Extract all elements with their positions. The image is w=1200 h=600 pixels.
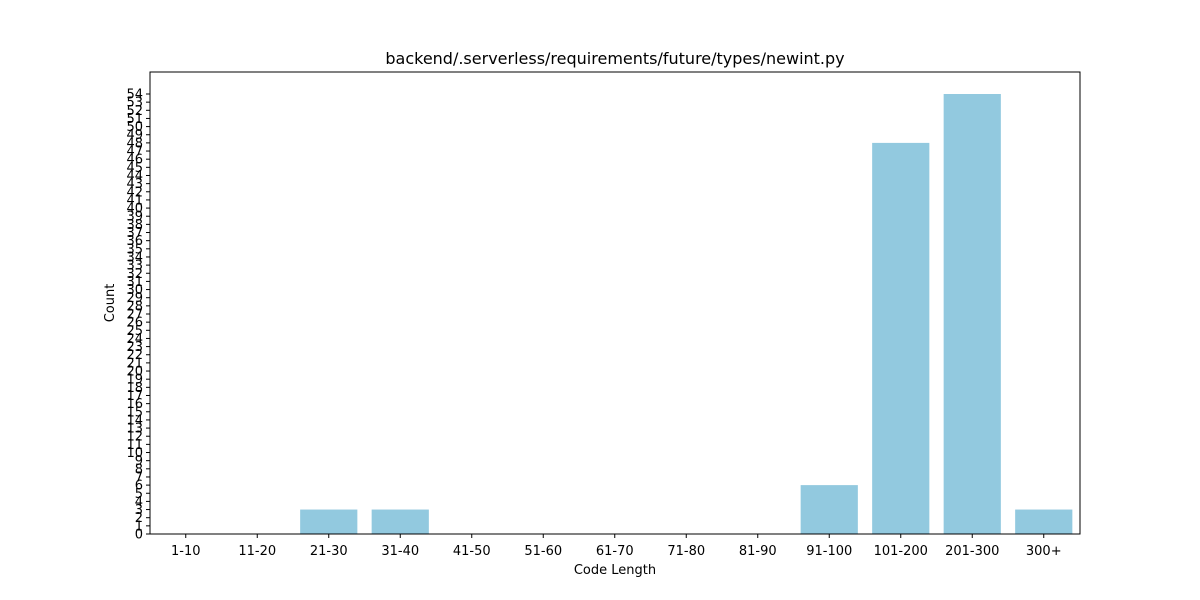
y-tick-label: 23: [126, 340, 143, 355]
bar-201-300: [943, 94, 1001, 534]
y-tick-label: 4: [135, 495, 143, 510]
y-tick-label: 7: [135, 470, 143, 485]
y-tick-label: 48: [126, 136, 143, 151]
y-tick-label: 33: [126, 259, 143, 274]
x-tick-label: 21-30: [310, 544, 348, 559]
bar-101-200: [872, 142, 930, 534]
x-tick-label: 31-40: [381, 544, 419, 559]
y-tick-label: 43: [126, 177, 143, 192]
y-tick-label: 47: [126, 145, 143, 160]
y-tick-label: 41: [126, 193, 143, 208]
y-tick-label: 44: [126, 169, 143, 184]
y-tick-label: 9: [135, 454, 143, 469]
y-tick-label: 32: [126, 267, 143, 282]
y-tick-label: 35: [126, 242, 143, 257]
x-tick-label: 11-20: [238, 544, 276, 559]
y-tick-label: 30: [126, 283, 143, 298]
y-tick-label: 16: [126, 397, 143, 412]
x-tick-label: 41-50: [453, 544, 491, 559]
x-tick-label: 300+: [1026, 544, 1062, 559]
y-tick-label: 51: [126, 112, 143, 127]
y-tick-label: 54: [126, 88, 143, 103]
bar-31-40: [371, 509, 429, 534]
x-tick-label: 51-60: [524, 544, 562, 559]
y-tick-label: 34: [126, 250, 143, 265]
y-tick-label: 28: [126, 299, 143, 314]
y-tick-label: 46: [126, 153, 143, 168]
y-tick-label: 45: [126, 161, 143, 176]
y-tick-label: 50: [126, 120, 143, 135]
y-tick-label: 22: [126, 348, 143, 363]
y-tick-label: 5: [135, 487, 143, 502]
plot-frame: [149, 71, 1081, 535]
y-tick-label: 37: [126, 226, 143, 241]
y-tick-label: 40: [126, 202, 143, 217]
x-tick-label: 1-10: [171, 544, 201, 559]
y-tick-label: 13: [126, 422, 143, 437]
y-tick-label: 29: [126, 291, 143, 306]
x-tick-label: 201-300: [945, 544, 999, 559]
x-axis-label: Code Length: [574, 563, 656, 578]
x-tick-label: 81-90: [739, 544, 777, 559]
x-tick-label: 101-200: [874, 544, 928, 559]
y-tick-label: 42: [126, 185, 143, 200]
y-tick-label: 2: [135, 511, 143, 526]
bar-300+: [1015, 509, 1073, 534]
bar-21-30: [300, 509, 358, 534]
y-tick-label: 49: [126, 128, 143, 143]
y-tick-label: 26: [126, 316, 143, 331]
bar-91-100: [800, 485, 858, 534]
y-tick-label: 25: [126, 324, 143, 339]
y-tick-label: 53: [126, 96, 143, 111]
y-tick-label: 52: [126, 104, 143, 119]
y-tick-label: 12: [126, 430, 143, 445]
y-tick-label: 39: [126, 210, 143, 225]
chart-title: backend/.serverless/requirements/future/…: [385, 49, 844, 68]
x-tick-label: 71-80: [667, 544, 705, 559]
bars-group: [300, 94, 1073, 534]
y-tick-label: 31: [126, 275, 143, 290]
y-tick-label: 20: [126, 365, 143, 380]
y-tick-label: 17: [126, 389, 143, 404]
y-tick-label: 24: [126, 332, 143, 347]
y-axis-ticks: 0123456789101112131415161718192021222324…: [126, 88, 150, 543]
y-tick-label: 8: [135, 462, 143, 477]
y-tick-label: 11: [126, 438, 143, 453]
y-tick-label: 1: [135, 519, 143, 534]
y-axis-label: Count: [103, 284, 118, 323]
y-tick-label: 18: [126, 381, 143, 396]
y-tick-label: 3: [135, 503, 143, 518]
y-tick-label: 10: [126, 446, 143, 461]
x-tick-label: 91-100: [806, 544, 852, 559]
y-tick-label: 14: [126, 413, 143, 428]
y-tick-label: 15: [126, 405, 143, 420]
x-tick-label: 61-70: [596, 544, 634, 559]
x-axis-ticks: 1-10 11-20 21-30 31-40 41-50 51-60 61-70 71-80 8…: [171, 534, 1062, 559]
y-tick-label: 6: [135, 479, 143, 494]
y-tick-label: 27: [126, 308, 143, 323]
y-tick-label: 0: [135, 528, 143, 543]
y-tick-label: 19: [126, 373, 143, 388]
y-tick-label: 36: [126, 234, 143, 249]
y-tick-label: 38: [126, 218, 143, 233]
y-tick-label: 21: [126, 356, 143, 371]
